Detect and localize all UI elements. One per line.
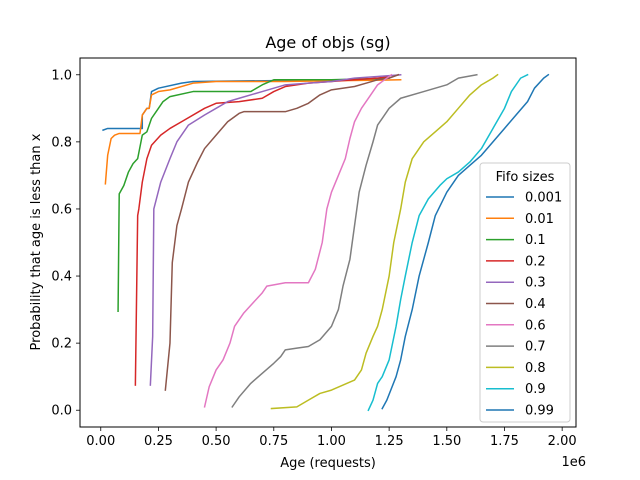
legend: Fifo sizes 0.001 0.01 0.1 0.2 0.3 0.4 0.6 0.7 0.8…: [479, 162, 571, 423]
x-tick-label: 2.00: [548, 434, 577, 449]
plot-lines: [102, 73, 550, 412]
x-tick-label: 1.50: [432, 434, 461, 449]
series-line-0.3: [149, 73, 402, 386]
legend-label-0.7: 0.7: [525, 340, 546, 355]
x-tick-label: 0.25: [144, 434, 173, 449]
legend-box: [479, 162, 571, 423]
legend-label-0.1: 0.1: [525, 233, 546, 248]
y-tick-label: 0.2: [51, 337, 72, 352]
legend-label-0.8: 0.8: [525, 361, 546, 376]
chart-title: Age of objs (sg): [265, 33, 390, 52]
legend-label-0.3: 0.3: [525, 276, 546, 291]
y-tick-label: 1.0: [51, 68, 72, 83]
y-axis-label: Probability that age is less than x: [29, 133, 44, 350]
legend-label-0.4: 0.4: [525, 297, 546, 312]
y-tick-label: 0.8: [51, 135, 72, 150]
series-line-0.7: [231, 73, 478, 408]
legend-label-0.001: 0.001: [525, 191, 562, 206]
x-ticks: 0.00 0.25 0.50 0.75 1.00 1.25 1.50 1.75 2.00: [86, 427, 577, 449]
series-line-0.4: [164, 73, 400, 391]
legend-label-0.01: 0.01: [525, 212, 554, 227]
y-tick-label: 0.4: [51, 270, 72, 285]
y-tick-label: 0.0: [51, 404, 72, 419]
series-line-0.8: [270, 73, 499, 410]
x-tick-label: 0.75: [259, 434, 288, 449]
y-tick-label: 0.6: [51, 202, 72, 217]
x-tick-label: 0.00: [86, 434, 115, 449]
x-tick-label: 1.75: [490, 434, 519, 449]
series-line-0.01: [104, 79, 402, 185]
legend-label-0.6: 0.6: [525, 318, 546, 333]
legend-label-0.9: 0.9: [525, 382, 546, 397]
x-offset-label: 1e6: [561, 455, 586, 470]
legend-title: Fifo sizes: [496, 170, 555, 185]
axes-frame: [79, 57, 577, 428]
x-axis-label: Age (requests): [280, 456, 376, 471]
legend-label-0.99: 0.99: [525, 404, 554, 419]
x-tick-label: 0.50: [202, 434, 231, 449]
x-tick-label: 1.25: [375, 434, 404, 449]
legend-label-0.2: 0.2: [525, 254, 546, 269]
series-line-0.9: [367, 73, 529, 412]
y-ticks: 0.0 0.2 0.4 0.6 0.8 1.0: [51, 68, 80, 419]
series-line-0.1: [117, 77, 390, 313]
x-tick-label: 1.00: [317, 434, 346, 449]
series-line-0.6: [203, 73, 393, 408]
series-line-0.99: [381, 73, 550, 410]
